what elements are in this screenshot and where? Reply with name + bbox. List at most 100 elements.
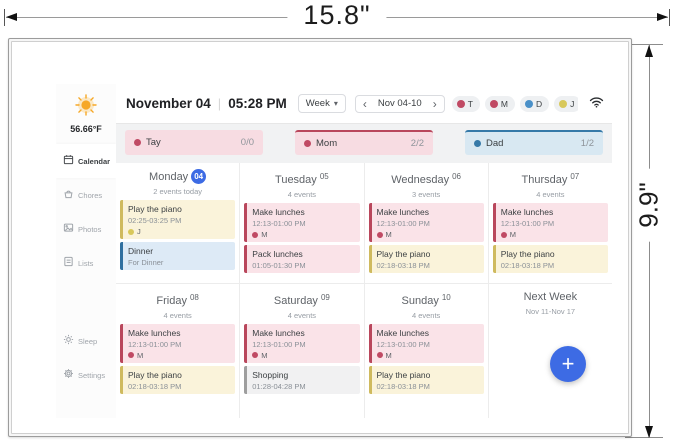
member-initial: T [467, 98, 473, 109]
person-dot-icon [128, 352, 134, 359]
week-grid: Monday 04 2 events today Play the piano 0… [116, 163, 612, 418]
view-selector[interactable]: Week ▾ [297, 94, 346, 113]
filter-chip-tay[interactable]: Tay 0/0 [125, 130, 263, 155]
day-summary: 4 events [287, 310, 317, 320]
dimension-tick [4, 9, 5, 26]
arrow-up-icon [645, 45, 653, 57]
day-date: 06 [452, 172, 462, 181]
today-badge: 04 [191, 169, 207, 184]
sidebar-item-photos[interactable]: Photos [56, 212, 116, 246]
width-label: 15.8" [287, 0, 387, 31]
event-card[interactable]: Pack lunches 01:05-01:30 PM [244, 245, 360, 273]
person-initial: M [385, 350, 392, 360]
day-date: 09 [320, 292, 330, 302]
avatar[interactable]: J [554, 95, 578, 112]
sidebar-item-chores[interactable]: Chores [56, 178, 116, 212]
event-card[interactable]: Make lunches 12:13-01:00 PM M [368, 323, 484, 363]
photo-icon [63, 220, 74, 238]
event-person: M [128, 351, 230, 360]
current-time: 05:28 PM [228, 96, 287, 111]
member-dot-icon [134, 139, 141, 146]
person-dot-icon [500, 231, 507, 238]
person-dot-icon [252, 352, 259, 359]
person-dot-icon [252, 231, 259, 238]
day-cell-next-week[interactable]: Next Week Nov 11-Nov 17 [489, 284, 612, 418]
day-summary: 3 events [411, 190, 441, 199]
event-time: 12:13-01:00 PM [252, 339, 306, 349]
filter-chip-mom[interactable]: Mom 2/2 [295, 130, 433, 155]
view-label: Week [305, 98, 330, 109]
member-dot-icon [304, 140, 311, 147]
basket-icon [63, 186, 74, 204]
event-card[interactable]: Play the piano 02:18-03:18 PM [368, 365, 484, 394]
day-cell-sunday[interactable]: Sunday 10 4 events Make lunches 12:13-01:… [365, 283, 489, 418]
event-card[interactable]: Play the piano 02:18-03:18 PM [120, 365, 236, 394]
member-initial: M [500, 98, 508, 109]
event-title: Make lunches [252, 207, 305, 217]
next-week-button[interactable]: › [432, 96, 437, 111]
event-time: 12:13-01:00 PM [376, 339, 430, 349]
add-event-button[interactable]: + [550, 346, 586, 382]
sidebar-item-sleep[interactable]: Sleep [56, 324, 116, 358]
prev-week-button[interactable]: ‹ [362, 96, 367, 111]
event-card[interactable]: Play the piano 02:18-03:18 PM [492, 245, 608, 273]
event-card[interactable]: Play the piano 02:25-03:25 PM J [120, 200, 236, 239]
day-date: 05 [319, 172, 329, 181]
sidebar-item-lists[interactable]: Lists [56, 246, 116, 280]
event-time: 02:18-03:18 PM [376, 381, 430, 391]
event-card[interactable]: Make lunches 12:13-01:00 PM M [120, 323, 236, 363]
member-avatars: T M D J y [451, 95, 578, 112]
device-bezel: 56.66°F Calendar [11, 41, 629, 434]
event-card[interactable]: Make lunches 12:13-01:00 PM M [492, 203, 608, 242]
sidebar-item-calendar[interactable]: Calendar [56, 144, 116, 178]
day-cell-monday[interactable]: Monday 04 2 events today Play the piano 0… [116, 163, 241, 283]
person-initial: M [261, 230, 268, 239]
filter-chip-dad[interactable]: Dad 1/2 [465, 130, 603, 155]
avatar[interactable]: M [484, 95, 515, 112]
day-cell-tuesday[interactable]: Tuesday 05 4 events Make lunches 12:13-01… [240, 163, 365, 283]
week-row-1: Monday 04 2 events today Play the piano 0… [116, 163, 612, 284]
sidebar-item-label: Settings [78, 370, 106, 380]
event-card[interactable]: Make lunches 12:13-01:00 PM M [244, 203, 360, 242]
day-cell-saturday[interactable]: Saturday 09 4 events Make lunches 12:13-0… [240, 283, 365, 418]
event-time: 12:13-01:00 PM [376, 219, 430, 228]
sidebar-item-label: Lists [78, 258, 94, 268]
event-card[interactable]: Make lunches 12:13-01:00 PM M [368, 203, 484, 242]
width-dimension: 15.8" [4, 0, 670, 32]
day-summary: 4 events [536, 190, 565, 199]
event-time: 02:18-03:18 PM [500, 261, 555, 270]
sidebar-item-label: Calendar [78, 156, 111, 166]
event-title: Play the piano [376, 369, 431, 380]
day-date: 07 [570, 172, 580, 181]
day-name: Next Week [523, 290, 578, 303]
day-cell-thursday[interactable]: Thursday 07 4 events Make lunches 12:13-0… [489, 163, 612, 283]
header-divider: | [217, 96, 222, 111]
avatar[interactable]: D [520, 95, 550, 112]
arrow-down-icon [645, 426, 653, 438]
chevron-down-icon: ▾ [333, 99, 338, 108]
day-summary: 4 events [163, 310, 192, 320]
day-cell-wednesday[interactable]: Wednesday 06 3 events Make lunches 12:13-… [365, 163, 489, 283]
dimension-tick [625, 44, 663, 45]
device-screen: 56.66°F Calendar [56, 84, 612, 418]
event-title: Pack lunches [252, 249, 303, 259]
event-time: 12:13-01:00 PM [500, 219, 555, 228]
day-cell-friday[interactable]: Friday 08 4 events Make lunches 12:13-01:… [116, 283, 241, 418]
sidebar-item-settings[interactable]: Settings [56, 358, 116, 392]
event-person: J [128, 227, 230, 236]
event-title: Make lunches [376, 327, 429, 338]
event-card[interactable]: Make lunches 12:13-01:00 PM M [244, 323, 360, 363]
person-initial: M [137, 350, 144, 360]
event-time: 02:18-03:18 PM [376, 261, 430, 270]
avatar[interactable]: T [451, 95, 480, 112]
device-frame: 56.66°F Calendar [8, 38, 632, 437]
list-icon [63, 254, 74, 272]
sidebar-spacer [56, 280, 116, 314]
event-person: M [376, 350, 479, 360]
brightness-icon [63, 332, 74, 350]
event-card[interactable]: Play the piano 02:18-03:18 PM [368, 245, 484, 273]
event-card[interactable]: Shopping 01:28-04:28 PM [244, 365, 360, 394]
member-initial: D [536, 98, 543, 109]
filter-name: Mom [316, 138, 338, 149]
event-card[interactable]: Dinner For Dinner [120, 242, 236, 270]
